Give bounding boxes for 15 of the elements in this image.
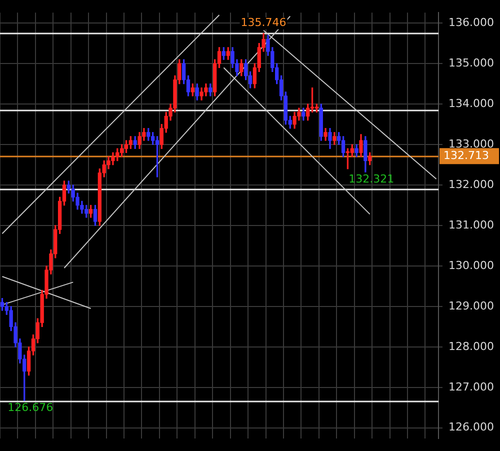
y-tick-label: 131.000 xyxy=(448,218,494,232)
annotation: 132.321 xyxy=(348,172,394,186)
y-tick-label: 132.000 xyxy=(448,178,494,191)
y-tick-label: 127.000 xyxy=(448,380,494,394)
y-tick-label: 134.000 xyxy=(448,96,494,110)
y-tick-label: 129.000 xyxy=(448,299,494,312)
y-tick-label: 133.000 xyxy=(448,137,494,150)
annotation: 126.676 xyxy=(8,400,54,414)
y-tick-label: 135.000 xyxy=(448,56,494,70)
y-tick-label: 126.000 xyxy=(448,420,494,434)
ref-line-label: 132.713 xyxy=(444,149,490,162)
y-tick-label: 130.000 xyxy=(448,258,494,272)
y-tick-label: 136.000 xyxy=(448,16,494,29)
annotation: 135.746 xyxy=(240,16,286,29)
y-tick-label: 128.000 xyxy=(448,340,494,353)
